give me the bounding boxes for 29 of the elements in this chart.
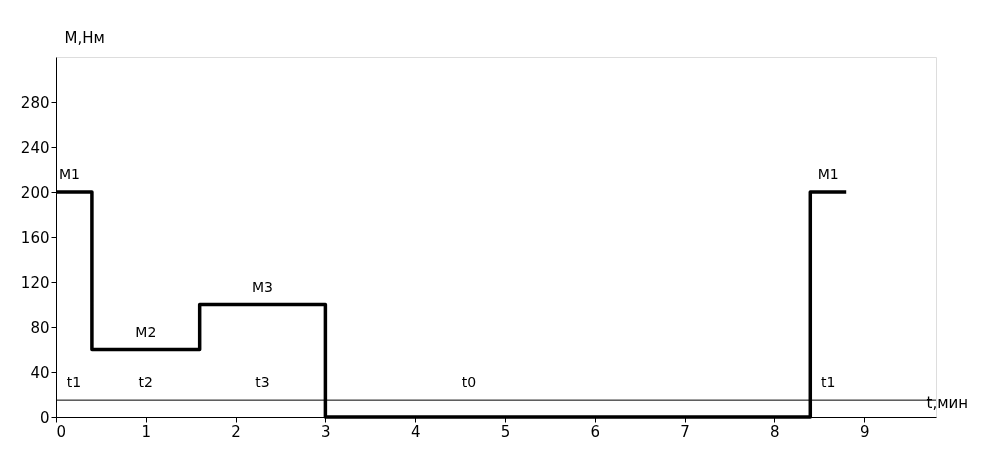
x-tick-label: 7 (680, 422, 690, 441)
annotation: t3 (255, 374, 270, 391)
annotation: t1 (821, 374, 836, 391)
y-tick-label: 200 (20, 183, 50, 202)
y-tick-label: 80 (30, 318, 50, 337)
y-tick-label: 240 (20, 138, 50, 157)
x-tick-label: 4 (410, 422, 421, 441)
annotation: t2 (138, 374, 153, 391)
x-tick-label: 3 (321, 422, 331, 441)
x-tick-label: 5 (500, 422, 511, 441)
annotation: M2 (135, 323, 157, 340)
y-tick-label: 0 (39, 408, 50, 427)
annotation: t1 (66, 374, 82, 391)
annotation: M3 (252, 278, 274, 295)
x-tick-label: 6 (590, 422, 601, 441)
annotation: M1 (58, 166, 80, 182)
x-tick-label: 9 (859, 422, 870, 441)
y-tick-label: 40 (30, 363, 50, 382)
y-axis-title: M,Нм (64, 28, 105, 47)
annotation: t0 (461, 374, 477, 391)
x-axis-title: t,мин (926, 393, 969, 412)
x-tick-label: 2 (231, 422, 241, 441)
y-tick-label: 160 (20, 228, 50, 247)
x-tick-label: 1 (141, 422, 152, 441)
x-tick-label: 8 (770, 422, 780, 441)
y-tick-label: 120 (20, 273, 50, 292)
annotation: M1 (817, 166, 839, 182)
x-tick-label: 0 (56, 422, 67, 441)
y-tick-label: 280 (20, 93, 50, 112)
